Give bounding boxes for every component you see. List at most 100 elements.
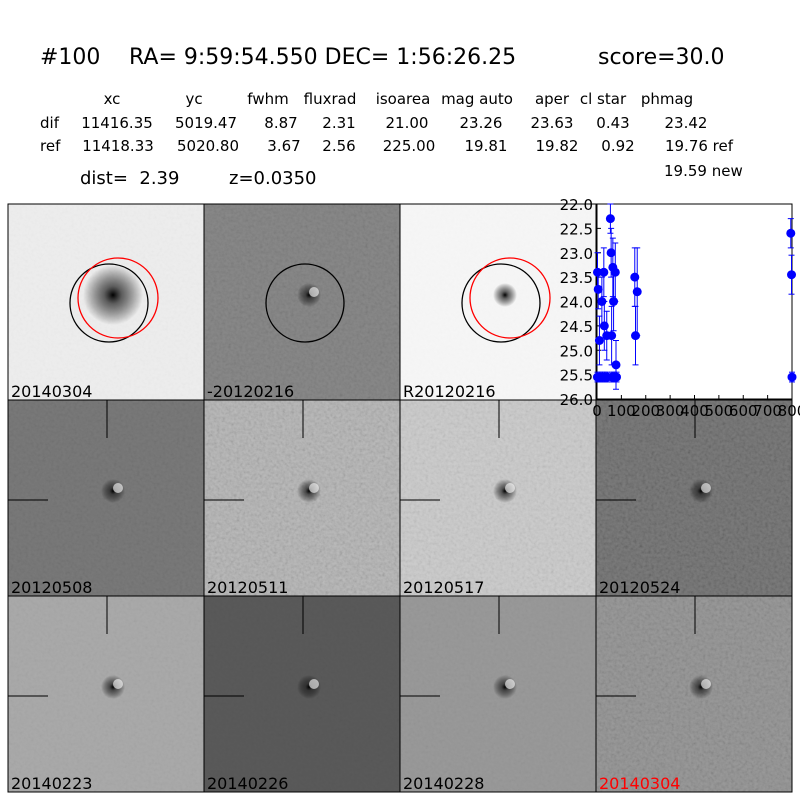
source-blob [493,283,517,307]
thumbnail-label: 20120524 [599,578,680,597]
point [607,331,617,341]
table-cell: 21.00 [386,114,429,132]
residual-highlight [113,679,123,689]
thumbnail: 20140304 [595,595,793,793]
table-cell: 11416.35 [81,114,153,132]
thumbnail: R20120216 [399,203,597,401]
thumbnail-label: 20140304 [599,774,680,793]
residual-highlight [309,483,319,493]
point [787,372,797,382]
table-cell: 225.00 [383,137,436,155]
x-tick-label: 700 [753,402,782,420]
column-header: yc [185,90,202,108]
thumbnail-label: 20140228 [403,774,484,793]
column-header: isoarea [376,90,431,108]
x-tick-label: 0 [592,402,602,420]
aperture [461,263,541,343]
point [599,267,609,277]
x-tick-label: 200 [631,402,660,420]
table-cell: 23.26 [460,114,503,132]
x-tick-label: 100 [607,402,636,420]
y-tick-label: 23.5 [560,269,593,287]
score: score=30.0 [598,45,725,70]
table-cell: 19.81 [465,137,508,155]
point [606,248,616,258]
candidate-id: #100 [40,45,100,70]
point [612,372,621,382]
x-tick-label: 500 [705,402,734,420]
y-tick-label: 23.0 [560,245,593,263]
aperture-ref [77,257,159,339]
x-tick-label: 300 [656,402,685,420]
y-tick-label: 24.5 [560,318,593,336]
point [611,360,621,370]
point [594,336,604,345]
thumbnail: 20120524 [595,399,793,597]
table-cell: 2.31 [322,114,355,132]
thumbnail-label: -20120216 [207,382,294,401]
phmag-new: 19.59 new [664,162,743,180]
thumbnail-label: 20120517 [403,578,484,597]
table-cell: 8.87 [264,114,297,132]
thumbnail: 20140228 [399,595,597,793]
thumbnail: 20140304 [7,203,205,401]
table-cell: 0.43 [596,114,629,132]
thumbnail: 20140223 [7,595,205,793]
x-tick-label: 400 [680,402,709,420]
redshift: z=0.0350 [229,168,317,189]
residual-highlight [309,679,319,689]
table-cell: 3.67 [267,137,300,155]
thumbnail: 20140226 [203,595,401,793]
residual-highlight [113,483,123,493]
y-tick-label: 25.0 [560,342,593,360]
thumbnail: 20120508 [7,399,205,597]
aperture [69,263,149,343]
thumbnail-frame [595,595,793,793]
point [787,270,797,280]
y-tick-label: 26.0 [560,391,593,409]
distance: dist= 2.39 [80,168,179,189]
row-label: ref [40,137,61,155]
thumbnail: 20120517 [399,399,597,597]
thumbnail: -20120216 [203,203,401,401]
table-cell: 2.56 [322,137,355,155]
residual-highlight [701,483,711,493]
y-tick-label: 22.0 [560,196,593,214]
row-label: dif [40,114,60,132]
table-cell: 19.76 ref [665,137,734,155]
x-tick-label: 800 [778,402,800,420]
source-blob [83,265,143,325]
aperture [265,263,345,343]
column-header: fwhm [247,90,288,108]
residual-highlight [701,679,711,689]
point [786,228,796,238]
y-tick-label: 24.0 [560,294,593,312]
table-cell: 19.82 [536,137,579,155]
column-header: aper [535,90,570,108]
thumbnail-label: 20140226 [207,774,288,793]
y-tick-label: 22.5 [560,220,593,238]
aperture-ref [469,257,551,339]
y-tick-label: 25.5 [560,367,593,385]
table-cell: 5020.80 [177,137,239,155]
plot-area [596,203,793,400]
column-header: fluxrad [304,90,357,108]
thumbnail-label: 20140223 [11,774,92,793]
point [610,267,620,277]
table-cell: 11418.33 [82,137,154,155]
residual-highlight [505,483,515,493]
coordinates: RA= 9:59:54.550 DEC= 1:56:26.25 [129,45,516,70]
table-cell: 5019.47 [175,114,237,132]
x-tick-label: 600 [729,402,758,420]
point [593,284,603,294]
column-header: mag auto [441,90,513,108]
point [630,272,640,282]
thumbnail: 20120511 [203,399,401,597]
column-header: phmag [641,90,693,108]
thumbnail-label: 20140304 [11,382,92,401]
column-header: xc [104,90,121,108]
point [599,321,609,331]
table-cell: 0.92 [601,137,634,155]
table-cell: 23.42 [665,114,708,132]
